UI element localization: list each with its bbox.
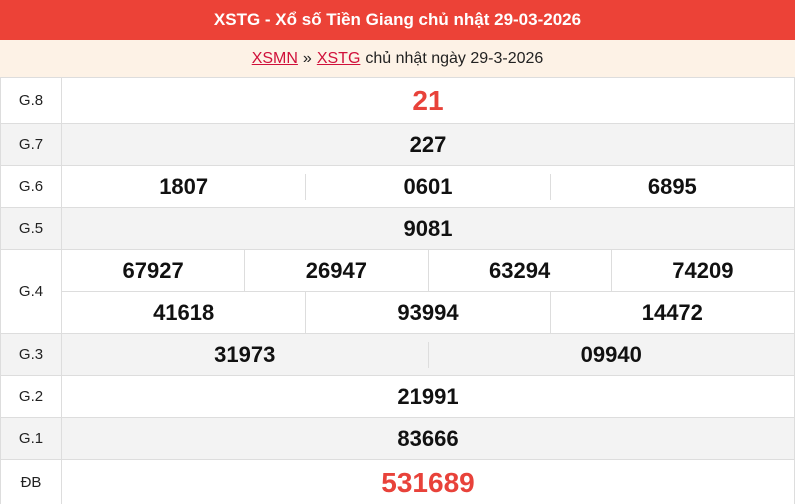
special-prize-number: 531689	[61, 459, 795, 504]
prize-row-g4: G.4 67927 26947 63294 74209 41618 93994 …	[0, 249, 795, 334]
prize-number: 09940	[427, 341, 795, 368]
prize-row-g6: G.6 1807 0601 6895	[0, 165, 795, 208]
prize-row-g1: G.1 83666	[0, 417, 795, 460]
prize-number: 41618	[153, 299, 215, 325]
prize-number: 26947	[244, 250, 427, 291]
prize-label: G.3	[0, 333, 62, 376]
prize-number: 63294	[427, 250, 611, 291]
prize-number: 227	[61, 123, 795, 166]
prize-number: 21991	[61, 375, 795, 418]
prize-number: 0601	[305, 173, 549, 200]
prize-number: 93994	[305, 292, 549, 333]
prize-row-g3: G.3 31973 09940	[0, 333, 795, 376]
prize-row-g7: G.7 227	[0, 123, 795, 166]
prize-row-special: ĐB 531689	[0, 459, 795, 504]
prize-label: G.1	[0, 417, 62, 460]
prize-number: 21	[61, 77, 795, 124]
prize-row-g2: G.2 21991	[0, 375, 795, 418]
breadcrumb-text: chủ nhật ngày 29-3-2026	[365, 49, 544, 67]
prize-number: 14472	[549, 292, 794, 333]
breadcrumb: XSMN » XSTG chủ nhật ngày 29-3-2026	[0, 40, 795, 77]
prize-row-g5: G.5 9081	[0, 207, 795, 250]
prize-label: G.4	[0, 249, 62, 334]
prize-number: 6895	[549, 173, 794, 200]
results-table: G.8 21 G.7 227 G.6 1807 0601 6895 G.5 90…	[0, 77, 795, 504]
prize-label: G.7	[0, 123, 62, 166]
prize-number: 9081	[61, 207, 795, 250]
prize-number: 83666	[61, 417, 795, 460]
breadcrumb-separator: »	[302, 49, 312, 67]
prize-label: ĐB	[0, 459, 62, 504]
page-title: XSTG - Xổ số Tiền Giang chủ nhật 29-03-2…	[0, 0, 795, 40]
prize-number: 74209	[610, 250, 794, 291]
prize-number: 1807	[159, 173, 209, 199]
prize-row-g8: G.8 21	[0, 77, 795, 124]
prize-label: G.6	[0, 165, 62, 208]
prize-number: 31973	[214, 341, 276, 367]
prize-number: 67927	[122, 257, 184, 283]
prize-label: G.2	[0, 375, 62, 418]
xstg-link[interactable]: XSTG	[316, 49, 361, 67]
xsmn-link[interactable]: XSMN	[251, 49, 298, 67]
prize-label: G.5	[0, 207, 62, 250]
prize-label: G.8	[0, 77, 62, 124]
